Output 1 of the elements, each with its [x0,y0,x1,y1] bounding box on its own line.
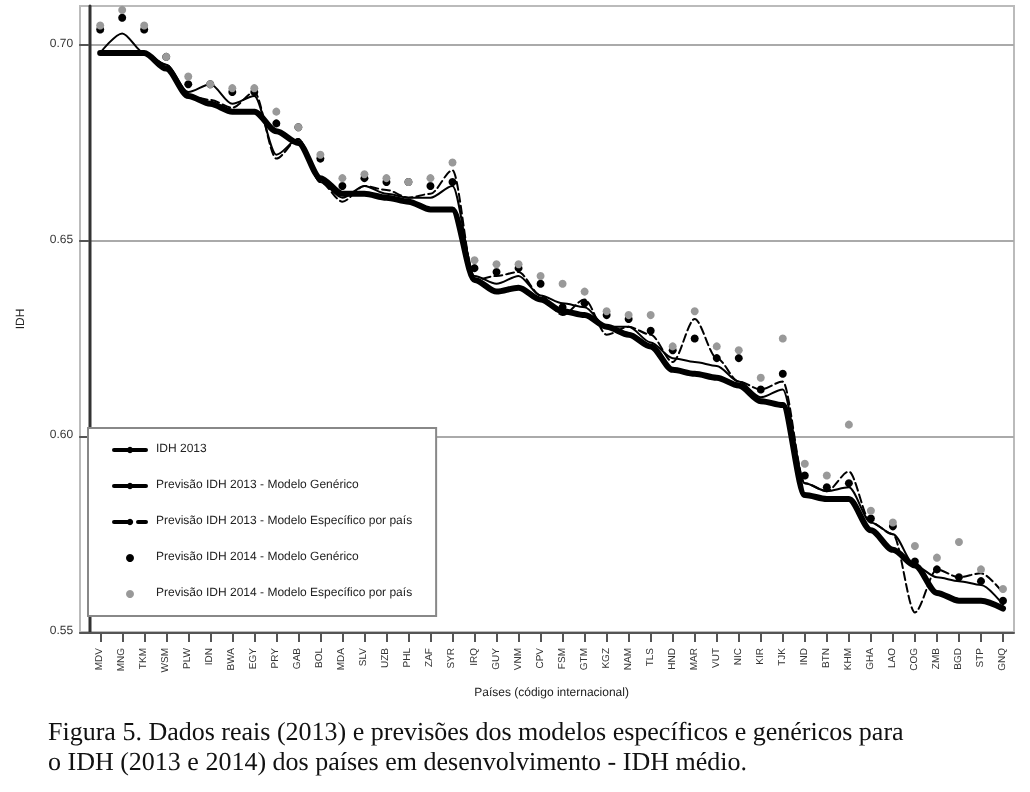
text: Figura 5. Dados reais (2013) e previsões dos modelos específicos e genéricos para o IDH (2013 e 2014) dos países em desenvolvimento - IDH médio. [48,716,911,776]
